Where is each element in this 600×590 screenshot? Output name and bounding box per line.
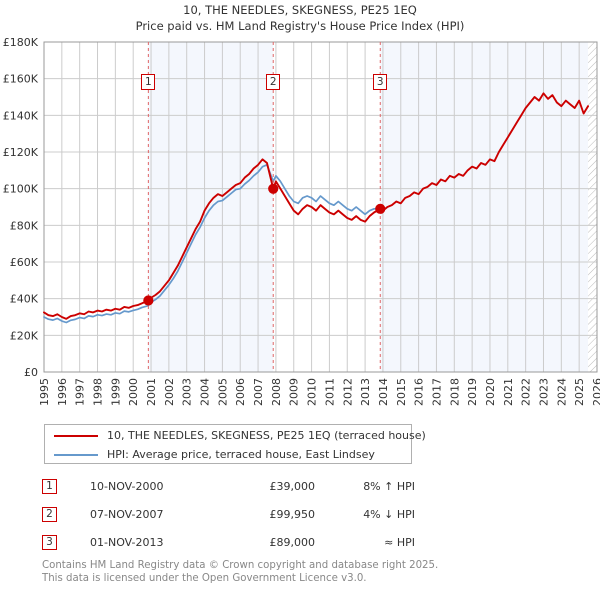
row-index-badge: 2 xyxy=(42,506,57,522)
transaction-marker-label-1[interactable]: 1 xyxy=(141,74,156,90)
svg-text:2019: 2019 xyxy=(466,378,479,406)
svg-text:2015: 2015 xyxy=(395,378,408,406)
footer-attribution: Contains HM Land Registry data © Crown c… xyxy=(42,560,582,585)
svg-text:£60K: £60K xyxy=(10,256,39,269)
transaction-hpi-delta: 4% ↓ HPI xyxy=(363,507,415,521)
transaction-date: 07-NOV-2007 xyxy=(90,507,164,521)
legend-swatch-blue-icon xyxy=(54,453,98,456)
footer-line-1: Contains HM Land Registry data © Crown c… xyxy=(42,560,439,571)
svg-text:2024: 2024 xyxy=(555,378,568,406)
svg-text:2005: 2005 xyxy=(216,378,229,406)
transaction-hpi-delta: ≈ HPI xyxy=(384,535,415,549)
svg-text:2002: 2002 xyxy=(163,378,176,406)
svg-text:£160K: £160K xyxy=(3,73,39,86)
svg-text:2025: 2025 xyxy=(573,378,586,406)
transaction-price: £89,000 xyxy=(269,535,316,549)
svg-text:1995: 1995 xyxy=(38,378,51,406)
svg-text:2011: 2011 xyxy=(323,378,336,406)
svg-text:£180K: £180K xyxy=(3,36,39,49)
svg-text:£0: £0 xyxy=(24,366,38,379)
table-row[interactable]: 3 01-NOV-2013 £89,000 ≈ HPI xyxy=(42,528,442,556)
svg-text:£100K: £100K xyxy=(3,183,39,196)
svg-text:2004: 2004 xyxy=(199,378,212,406)
svg-text:2022: 2022 xyxy=(520,378,533,406)
svg-text:1996: 1996 xyxy=(56,378,69,406)
table-row[interactable]: 2 07-NOV-2007 £99,950 4% ↓ HPI xyxy=(42,500,442,528)
svg-text:2006: 2006 xyxy=(234,378,247,406)
legend-item-hpi: HPI: Average price, terraced house, East… xyxy=(45,445,411,464)
row-index-badge: 1 xyxy=(42,478,57,494)
legend-label-hpi: HPI: Average price, terraced house, East… xyxy=(107,448,375,461)
svg-text:1997: 1997 xyxy=(74,378,87,406)
transaction-marker-label-2[interactable]: 2 xyxy=(266,74,281,90)
transaction-date: 10-NOV-2000 xyxy=(90,479,164,493)
chart-legend: 10, THE NEEDLES, SKEGNESS, PE25 1EQ (ter… xyxy=(44,424,426,464)
svg-text:2013: 2013 xyxy=(359,378,372,406)
svg-text:2014: 2014 xyxy=(377,378,390,406)
legend-item-property: 10, THE NEEDLES, SKEGNESS, PE25 1EQ (ter… xyxy=(45,426,426,445)
svg-text:2000: 2000 xyxy=(127,378,140,406)
legend-swatch-red-icon xyxy=(54,434,98,437)
transaction-date: 01-NOV-2013 xyxy=(90,535,164,549)
transactions-table: 1 10-NOV-2000 £39,000 8% ↑ HPI 2 07-NOV-… xyxy=(42,472,442,556)
transaction-price: £39,000 xyxy=(269,479,316,493)
svg-text:2023: 2023 xyxy=(537,378,550,406)
plot-svg: £0 £20K £40K £60K £80K £100K £120K £140K £160K £1… xyxy=(3,36,600,406)
svg-text:£80K: £80K xyxy=(10,219,39,232)
svg-text:2016: 2016 xyxy=(413,378,426,406)
svg-text:£20K: £20K xyxy=(10,329,39,342)
svg-text:2017: 2017 xyxy=(430,378,443,406)
table-row[interactable]: 1 10-NOV-2000 £39,000 8% ↑ HPI xyxy=(42,472,442,500)
svg-text:2026: 2026 xyxy=(591,378,600,406)
svg-text:2020: 2020 xyxy=(484,378,497,406)
svg-text:2012: 2012 xyxy=(341,378,354,406)
svg-text:2009: 2009 xyxy=(288,378,301,406)
svg-text:2018: 2018 xyxy=(448,378,461,406)
legend-label-property: 10, THE NEEDLES, SKEGNESS, PE25 1EQ (ter… xyxy=(107,429,426,442)
svg-text:£120K: £120K xyxy=(3,146,39,159)
svg-text:2010: 2010 xyxy=(306,378,319,406)
svg-text:2008: 2008 xyxy=(270,378,283,406)
page-subtitle: Price paid vs. HM Land Registry's House … xyxy=(135,19,465,33)
transaction-hpi-delta: 8% ↑ HPI xyxy=(363,479,415,493)
svg-text:2001: 2001 xyxy=(145,378,158,406)
svg-text:£40K: £40K xyxy=(10,293,39,306)
page-title: 10, THE NEEDLES, SKEGNESS, PE25 1EQ xyxy=(183,3,417,17)
svg-text:1999: 1999 xyxy=(109,378,122,406)
transaction-marker-label-3[interactable]: 3 xyxy=(373,74,388,90)
transaction-price: £99,950 xyxy=(269,507,316,521)
svg-text:2007: 2007 xyxy=(252,378,265,406)
chart-title-block: 10, THE NEEDLES, SKEGNESS, PE25 1EQ Pric… xyxy=(0,2,600,34)
svg-text:£140K: £140K xyxy=(3,109,39,122)
svg-text:2021: 2021 xyxy=(502,378,515,406)
svg-text:1998: 1998 xyxy=(92,378,105,406)
svg-text:2003: 2003 xyxy=(181,378,194,406)
row-index-badge: 3 xyxy=(42,534,57,550)
footer-line-2: This data is licensed under the Open Gov… xyxy=(42,572,367,584)
